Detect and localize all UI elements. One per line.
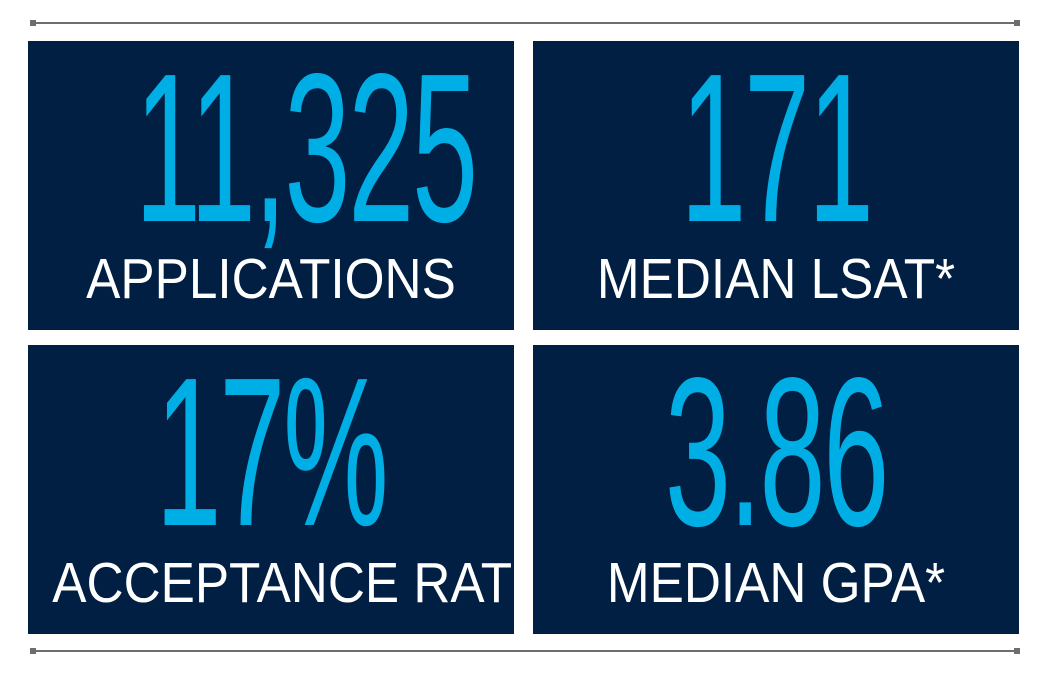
stat-applications: 11,325 APPLICATIONS: [28, 41, 514, 330]
stat-acceptance-rate: 17% ACCEPTANCE RATE: [28, 345, 514, 634]
stat-median-lsat: 171 MEDIAN LSAT*: [533, 41, 1019, 330]
stat-value: 171: [680, 41, 874, 266]
stat-value: 17%: [155, 345, 389, 570]
stat-label: MEDIAN LSAT*: [596, 247, 956, 311]
stat-label: APPLICATIONS: [86, 247, 456, 311]
stat-label: ACCEPTANCE RATE: [52, 551, 514, 615]
top-divider: [30, 20, 1020, 26]
stat-label: MEDIAN GPA*: [606, 551, 946, 615]
stat-value: 3.86: [664, 345, 889, 570]
bottom-divider: [30, 648, 1020, 654]
stat-median-gpa: 3.86 MEDIAN GPA*: [533, 345, 1019, 634]
stat-value: 11,325: [134, 41, 478, 266]
